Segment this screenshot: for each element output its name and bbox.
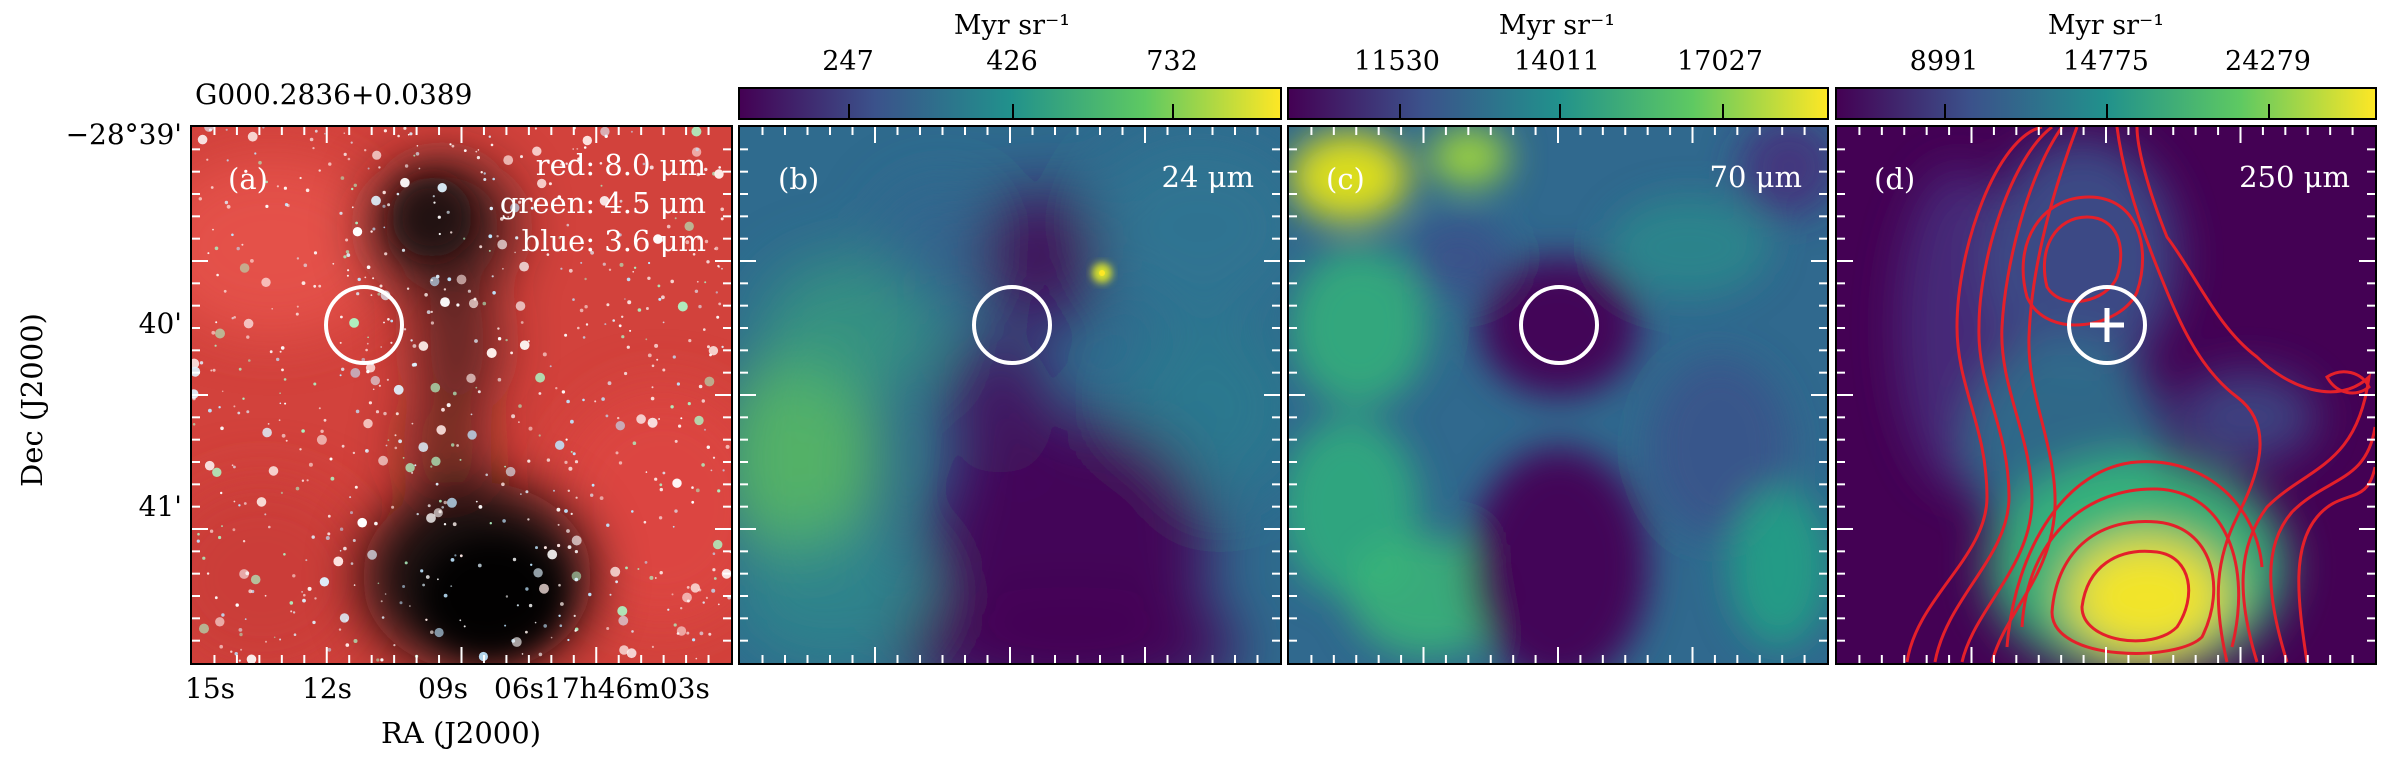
colorbar-c-tick-label: 17027 bbox=[1677, 46, 1763, 77]
aperture-circle bbox=[2067, 285, 2147, 365]
colorbar-c-tick-label: 11530 bbox=[1354, 46, 1440, 77]
ra-tick-label: 15s bbox=[185, 672, 235, 705]
dec-tick-label: 40' bbox=[138, 307, 182, 340]
ra-tick-label: 06s17h46m03s bbox=[494, 672, 710, 705]
aperture-circle bbox=[324, 285, 404, 365]
panel-a-svg bbox=[192, 127, 731, 663]
panel-c-70um-image bbox=[1287, 125, 1829, 665]
colorbar-c-tick-label: 14011 bbox=[1514, 46, 1600, 77]
aperture-circle bbox=[972, 285, 1052, 365]
panel-b-svg bbox=[740, 127, 1280, 663]
panel-b-label: (b) bbox=[778, 162, 820, 196]
colorbar-b-tick-label: 732 bbox=[1146, 46, 1198, 77]
dec-tick-label: 41' bbox=[138, 490, 182, 523]
source-name: G000.2836+0.0389 bbox=[195, 78, 473, 111]
panel-c-svg bbox=[1289, 127, 1827, 663]
legend-green: green: 4.5 μm bbox=[499, 186, 706, 220]
x-axis-label: RA (J2000) bbox=[380, 716, 542, 750]
colorbar-b-unit: Myr sr⁻¹ bbox=[953, 10, 1071, 41]
panel-d-wavelength: 250 μm bbox=[2239, 160, 2350, 194]
panel-c-label: (c) bbox=[1326, 162, 1365, 196]
source-position-cross bbox=[2090, 308, 2124, 342]
colorbar-d-unit: Myr sr⁻¹ bbox=[2047, 10, 2165, 41]
panel-a-label: (a) bbox=[228, 162, 268, 196]
colorbar-b bbox=[738, 87, 1282, 120]
dec-tick-label: −28°39' bbox=[65, 118, 182, 151]
stars-layer bbox=[192, 127, 731, 663]
panel-d-label: (d) bbox=[1874, 162, 1916, 196]
y-axis-label: Dec (J2000) bbox=[15, 313, 49, 487]
panel-b-24um-image bbox=[738, 125, 1282, 665]
contour-lines bbox=[1905, 127, 2375, 663]
aperture-circle bbox=[1519, 285, 1599, 365]
colorbar-b-tick-label: 247 bbox=[822, 46, 874, 77]
panel-a-rgb-image bbox=[190, 125, 733, 665]
ra-tick-label: 12s bbox=[302, 672, 352, 705]
panel-d-svg bbox=[1837, 127, 2375, 663]
colorbar-d bbox=[1835, 87, 2377, 120]
panel-c-wavelength: 70 μm bbox=[1709, 160, 1802, 194]
colorbar-d-tick-label: 24279 bbox=[2225, 46, 2311, 77]
panel-d-250um-image bbox=[1835, 125, 2377, 665]
colorbar-b-tick-label: 426 bbox=[986, 46, 1038, 77]
ra-tick-label: 09s bbox=[418, 672, 468, 705]
legend-blue: blue: 3.6 μm bbox=[521, 224, 706, 258]
panel-b-wavelength: 24 μm bbox=[1161, 160, 1254, 194]
colorbar-d-tick-label: 8991 bbox=[1909, 46, 1979, 77]
colorbar-d-tick-label: 14775 bbox=[2063, 46, 2149, 77]
colorbar-c-unit: Myr sr⁻¹ bbox=[1498, 10, 1616, 41]
colorbar-c bbox=[1287, 87, 1829, 120]
legend-red: red: 8.0 μm bbox=[535, 148, 706, 182]
